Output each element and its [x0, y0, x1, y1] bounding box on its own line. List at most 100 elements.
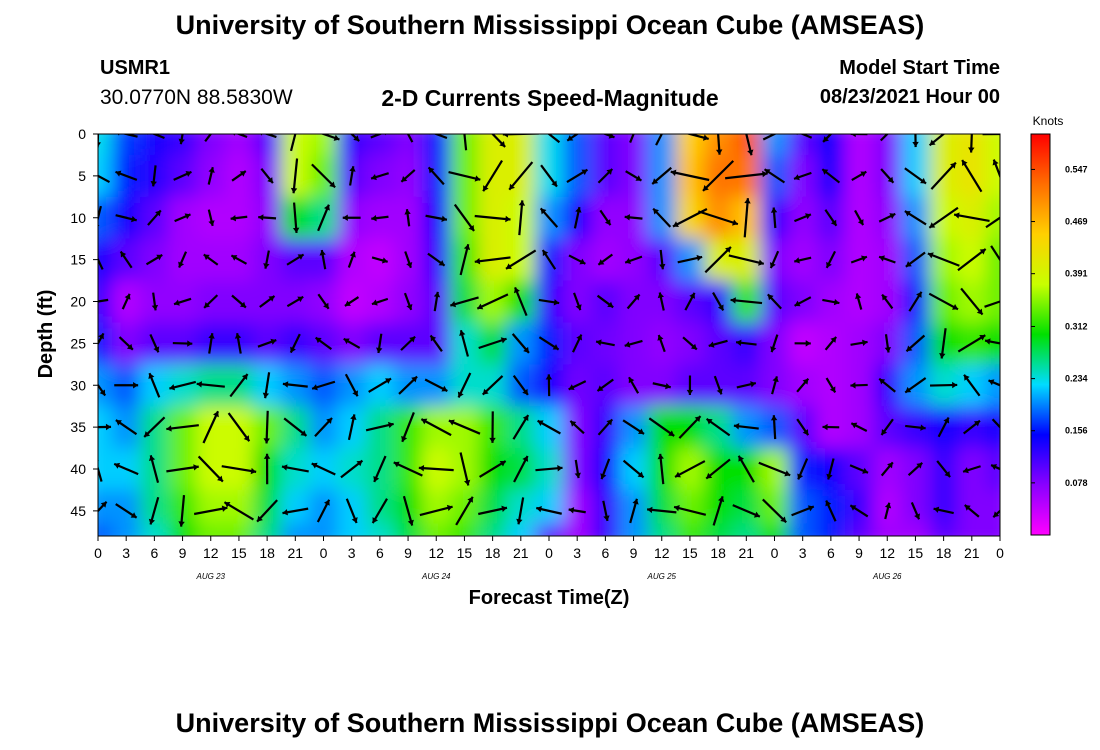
heatmap-cell — [98, 154, 113, 198]
current-vector — [568, 507, 586, 514]
heatmap-cell — [985, 406, 1000, 449]
current-vector — [657, 453, 665, 485]
x-tick-label: 18 — [936, 545, 952, 561]
x-tick-label: 15 — [231, 545, 247, 561]
current-vector — [516, 497, 525, 525]
heatmap-cell — [675, 134, 705, 156]
current-vector — [234, 333, 242, 354]
current-vector — [822, 134, 833, 143]
current-vector — [622, 459, 645, 479]
current-vector — [98, 332, 105, 346]
heatmap-cells — [98, 134, 1000, 536]
current-vector — [629, 134, 635, 143]
heatmap-cell — [253, 523, 282, 536]
heatmap-cell — [422, 134, 451, 156]
current-vector — [145, 253, 163, 266]
heatmap-cell — [816, 489, 846, 525]
heatmap-cell — [506, 523, 536, 536]
x-tick-label: 15 — [457, 545, 473, 561]
current-vector — [425, 214, 448, 222]
current-vector — [937, 416, 950, 438]
current-vector — [705, 458, 731, 480]
current-vector — [825, 500, 837, 522]
current-vector — [115, 214, 137, 223]
current-vector — [849, 504, 869, 518]
x-tick-label: 0 — [771, 545, 779, 561]
current-vector — [884, 502, 892, 520]
current-vector — [474, 256, 511, 265]
current-vector — [98, 134, 101, 148]
heatmap-cell — [478, 523, 508, 536]
current-vector — [602, 500, 610, 522]
current-vector — [825, 250, 837, 269]
current-vector — [174, 213, 191, 223]
current-vector — [599, 209, 612, 226]
current-vector — [910, 501, 921, 520]
current-vector — [344, 296, 360, 307]
x-tick-label: 21 — [513, 545, 529, 561]
current-vector — [824, 336, 838, 351]
heatmap-cell — [985, 238, 1000, 282]
heatmap-cell — [365, 489, 395, 525]
current-vector — [230, 254, 248, 265]
current-vector — [625, 170, 643, 182]
x-tick-label: 3 — [799, 545, 807, 561]
x-tick-label: 18 — [485, 545, 501, 561]
current-vector — [319, 249, 327, 270]
model-start-label: Model Start Time — [839, 57, 1000, 79]
current-vector — [260, 168, 274, 184]
current-vector — [289, 333, 301, 354]
current-vector — [602, 134, 615, 139]
current-vector — [736, 381, 757, 389]
current-vector — [459, 329, 469, 357]
heatmap-cell — [619, 523, 649, 536]
x-tick-label: 12 — [879, 545, 895, 561]
x-tick-label: 21 — [739, 545, 755, 561]
current-vector — [597, 253, 614, 266]
current-vector — [376, 333, 383, 354]
current-vector — [854, 209, 865, 226]
current-vector — [400, 335, 416, 351]
current-vector — [373, 455, 387, 483]
current-vector — [320, 134, 340, 141]
x-tick-label: 15 — [682, 545, 698, 561]
current-vector — [227, 412, 251, 442]
current-vector — [178, 134, 185, 145]
current-vector — [990, 245, 1000, 262]
x-tick-label: 0 — [545, 545, 553, 561]
current-vector — [985, 216, 1000, 229]
heatmap-cell — [309, 489, 339, 525]
x-tick-label: 9 — [855, 545, 863, 561]
heatmap-cell — [534, 134, 564, 156]
current-vector — [419, 504, 453, 517]
current-vector — [231, 294, 247, 309]
heatmap-cell — [732, 134, 762, 156]
current-vector — [743, 198, 751, 238]
current-vector — [878, 255, 896, 264]
current-vector — [512, 374, 529, 396]
current-vector — [400, 169, 416, 183]
colorbar-ticks: 0.547 0.469 0.391 0.312 0.234 0.156 0.078 — [1031, 164, 1088, 488]
current-vector — [166, 464, 199, 473]
x-tick-label: 12 — [203, 545, 219, 561]
current-vector — [148, 455, 160, 483]
heatmap-cell — [140, 134, 170, 156]
x-axis-label: Forecast Time(Z) — [469, 587, 630, 609]
heatmap-cell — [985, 523, 1000, 536]
heatmap-cell — [253, 489, 282, 525]
heatmap-cell — [844, 489, 874, 525]
heatmap-cell — [196, 523, 226, 536]
heatmap-cell — [98, 364, 113, 407]
current-vector — [450, 296, 479, 308]
current-vector — [566, 168, 588, 183]
heatmap-cell — [337, 134, 367, 156]
heatmap-cell — [422, 523, 451, 536]
current-vector — [626, 293, 641, 310]
current-vector — [963, 419, 981, 435]
current-vector — [927, 252, 960, 267]
heatmap-cell — [844, 134, 874, 156]
current-vector — [648, 417, 675, 437]
x-tick-label: 15 — [908, 545, 924, 561]
heatmap-cell — [393, 523, 423, 536]
current-vector — [595, 339, 615, 347]
